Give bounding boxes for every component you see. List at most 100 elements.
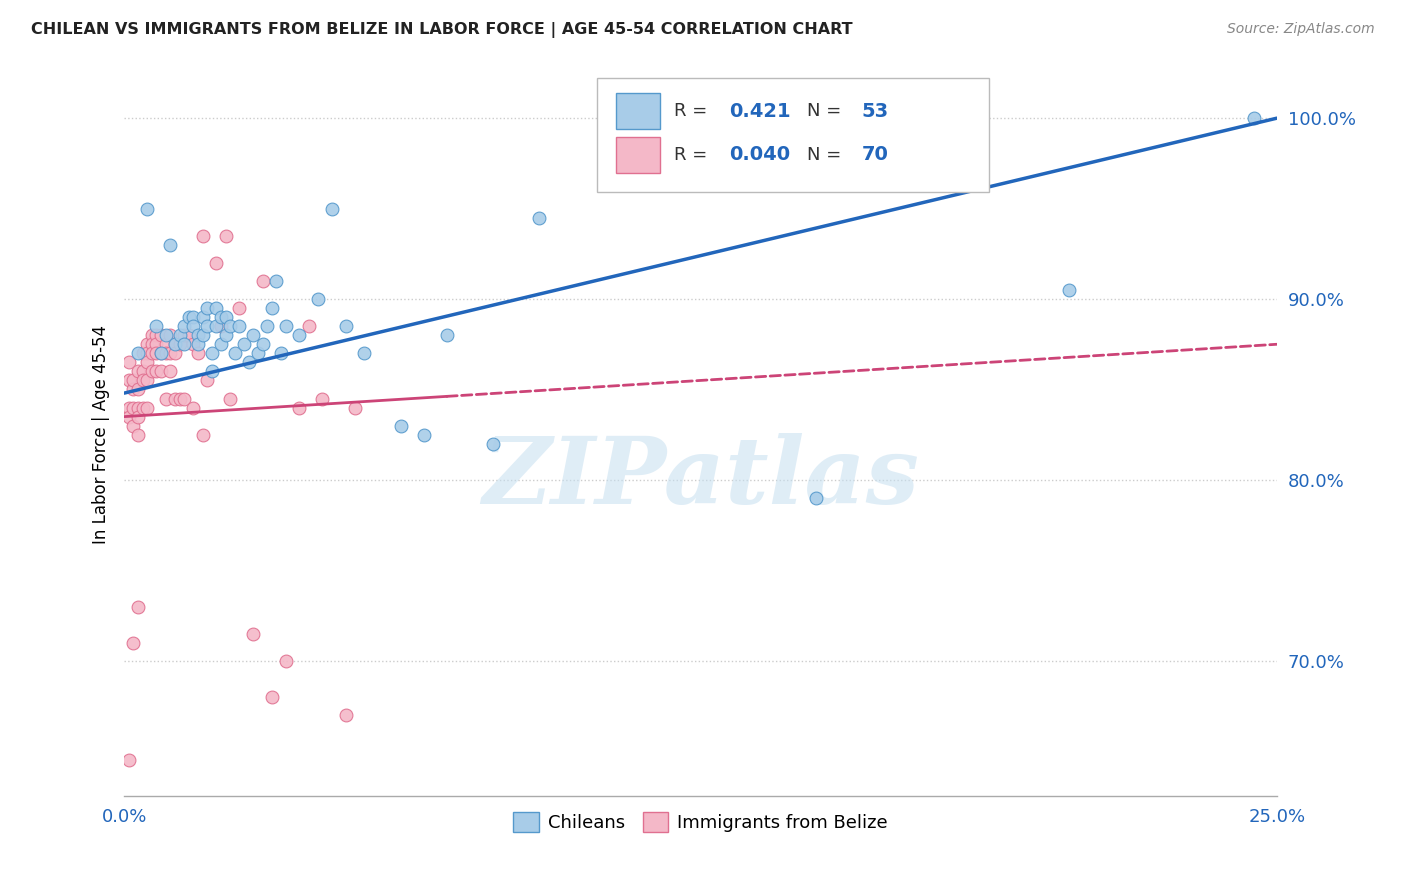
Point xyxy=(238,355,260,369)
Point xyxy=(219,392,242,406)
Point xyxy=(201,364,224,378)
Point xyxy=(159,237,181,252)
Text: 0.421: 0.421 xyxy=(730,102,792,120)
Point xyxy=(136,401,159,415)
Legend: Chileans, Immigrants from Belize: Chileans, Immigrants from Belize xyxy=(506,805,894,839)
Point xyxy=(145,328,167,343)
Point xyxy=(141,346,163,360)
Point xyxy=(311,392,333,406)
Point xyxy=(288,328,311,343)
Text: N =: N = xyxy=(807,103,846,120)
Point xyxy=(173,319,195,334)
Point xyxy=(242,626,264,640)
Point xyxy=(195,319,218,334)
Point xyxy=(127,409,149,424)
Point xyxy=(150,328,173,343)
Point xyxy=(321,202,343,216)
Point xyxy=(169,392,191,406)
Point xyxy=(159,328,181,343)
Point xyxy=(173,328,195,343)
FancyBboxPatch shape xyxy=(616,136,661,173)
Point xyxy=(159,364,181,378)
Point xyxy=(136,337,159,351)
Point xyxy=(173,337,195,351)
Point xyxy=(412,427,434,442)
Point xyxy=(122,383,145,397)
Point xyxy=(219,319,242,334)
Point xyxy=(252,274,274,288)
Y-axis label: In Labor Force | Age 45-54: In Labor Force | Age 45-54 xyxy=(93,326,110,544)
Point xyxy=(177,328,200,343)
Point xyxy=(233,337,256,351)
Point xyxy=(298,319,321,334)
Point xyxy=(1243,112,1265,126)
Point xyxy=(260,690,283,704)
Point xyxy=(136,346,159,360)
Text: ZIPatlas: ZIPatlas xyxy=(482,434,920,523)
Point xyxy=(122,401,145,415)
Point xyxy=(155,337,177,351)
Point xyxy=(118,401,141,415)
Point xyxy=(228,319,250,334)
Point xyxy=(201,346,224,360)
Point xyxy=(256,319,278,334)
Point xyxy=(163,337,186,351)
Point xyxy=(163,337,186,351)
Point xyxy=(169,337,191,351)
Text: N =: N = xyxy=(807,145,846,164)
Point xyxy=(163,392,186,406)
Point xyxy=(141,364,163,378)
Point xyxy=(482,436,505,450)
Point xyxy=(270,346,292,360)
Point xyxy=(274,654,297,668)
Point xyxy=(118,355,141,369)
Point xyxy=(242,328,264,343)
Point xyxy=(224,346,246,360)
Point xyxy=(173,392,195,406)
Point xyxy=(260,301,283,315)
Point xyxy=(131,374,153,388)
Point xyxy=(195,301,218,315)
Point xyxy=(187,337,209,351)
Point xyxy=(266,274,288,288)
Point xyxy=(145,364,167,378)
Point xyxy=(131,401,153,415)
Point xyxy=(127,427,149,442)
Point xyxy=(335,319,357,334)
Point xyxy=(187,328,209,343)
Point xyxy=(163,346,186,360)
Point xyxy=(205,319,228,334)
Point xyxy=(214,310,236,325)
Point xyxy=(1059,283,1081,297)
Point xyxy=(118,409,141,424)
Text: 70: 70 xyxy=(862,145,889,164)
Point xyxy=(183,337,205,351)
Point xyxy=(127,383,149,397)
Point xyxy=(335,708,357,723)
Point xyxy=(145,346,167,360)
Point xyxy=(195,374,218,388)
Point xyxy=(150,364,173,378)
Point xyxy=(136,374,159,388)
FancyBboxPatch shape xyxy=(616,94,661,129)
Point xyxy=(205,301,228,315)
Point xyxy=(118,374,141,388)
Point xyxy=(527,211,550,225)
Point xyxy=(145,319,167,334)
Point xyxy=(228,301,250,315)
Point xyxy=(150,346,173,360)
Point xyxy=(389,418,412,433)
FancyBboxPatch shape xyxy=(596,78,988,193)
Point xyxy=(136,355,159,369)
Point xyxy=(127,364,149,378)
Point xyxy=(141,337,163,351)
Point xyxy=(252,337,274,351)
Point xyxy=(150,346,173,360)
Text: 53: 53 xyxy=(862,102,889,120)
Point xyxy=(155,392,177,406)
Point xyxy=(141,328,163,343)
Point xyxy=(159,346,181,360)
Text: R =: R = xyxy=(673,103,713,120)
Text: R =: R = xyxy=(673,145,713,164)
Point xyxy=(804,491,827,505)
